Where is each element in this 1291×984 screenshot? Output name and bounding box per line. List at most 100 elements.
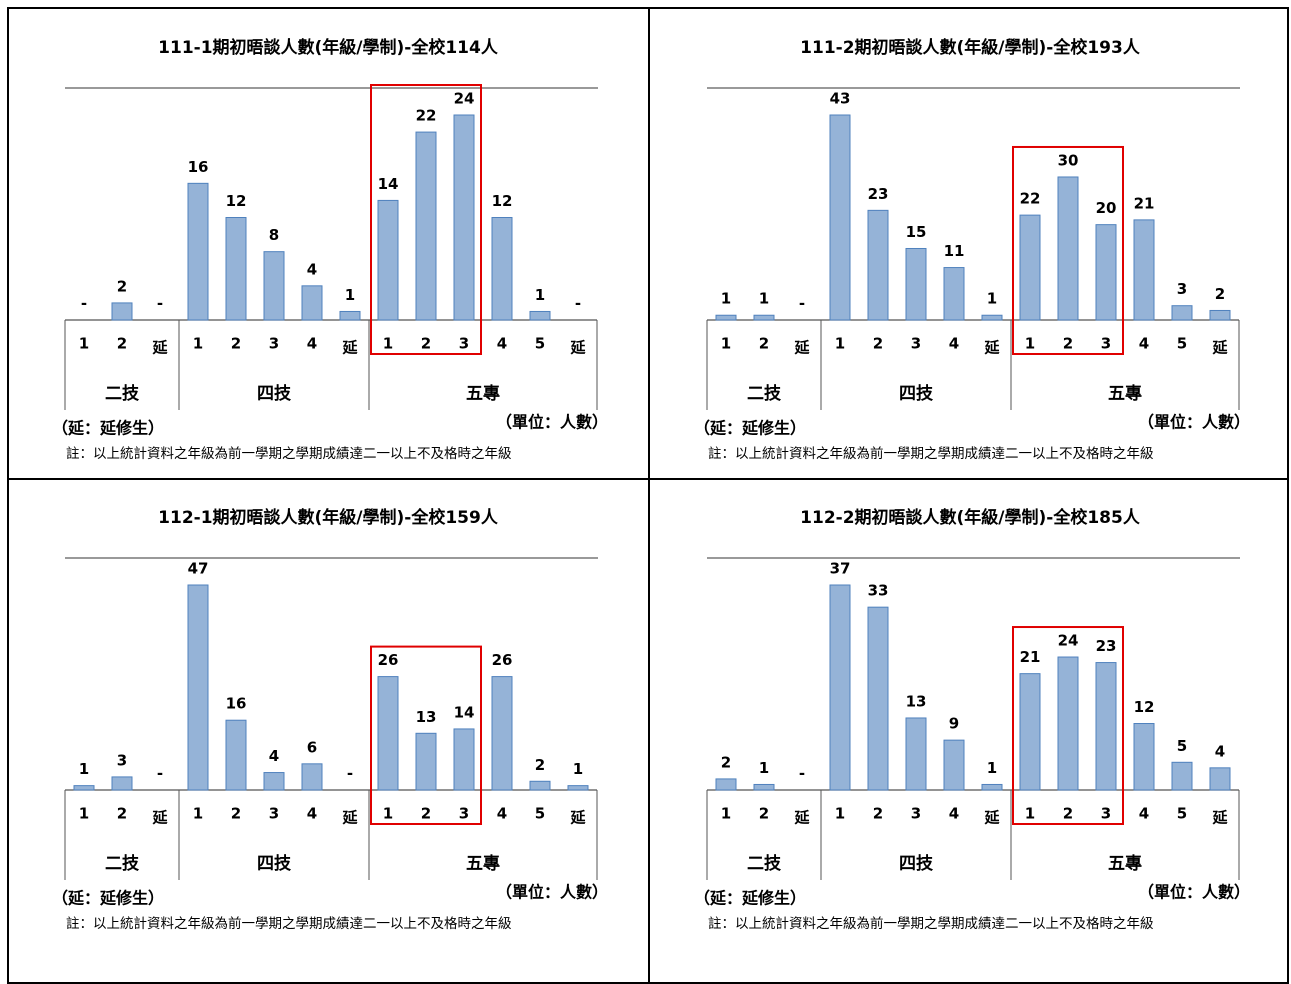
x-tick-label: 2 xyxy=(231,805,241,823)
value-label: 2 xyxy=(535,756,545,774)
value-label: 13 xyxy=(906,692,927,710)
x-tick-label: 1 xyxy=(835,805,845,823)
value-label: 15 xyxy=(906,223,927,241)
x-tick-label: 3 xyxy=(1101,335,1111,353)
x-tick-label: 4 xyxy=(497,805,507,823)
group-label: 五專 xyxy=(1108,384,1142,404)
x-tick-label: 2 xyxy=(231,335,241,353)
bar xyxy=(453,728,475,791)
note-right: （單位：人數） xyxy=(1138,413,1250,432)
bar xyxy=(491,676,513,791)
bar xyxy=(529,310,551,321)
x-tick-label: 延 xyxy=(1211,809,1228,827)
x-tick-label: 4 xyxy=(949,805,959,823)
bar xyxy=(1171,761,1193,791)
value-label: 24 xyxy=(1058,632,1079,650)
value-label: 22 xyxy=(416,107,437,125)
bar xyxy=(415,732,437,791)
x-tick-label: 2 xyxy=(1063,335,1073,353)
bar xyxy=(905,247,927,321)
x-tick-label: 5 xyxy=(535,335,545,353)
value-label: 30 xyxy=(1058,151,1079,169)
x-tick-label: 3 xyxy=(459,335,469,353)
value-label: 14 xyxy=(454,703,475,721)
x-tick-label: 5 xyxy=(1177,805,1187,823)
x-tick-label: 2 xyxy=(117,335,127,353)
bar xyxy=(1133,723,1155,791)
x-tick-label: 2 xyxy=(421,335,431,353)
value-label: 12 xyxy=(1134,698,1155,716)
highlight-box xyxy=(370,84,482,355)
x-tick-label: 2 xyxy=(421,805,431,823)
value-label: 4 xyxy=(307,260,317,278)
value-label: 1 xyxy=(721,290,731,308)
value-label: - xyxy=(347,765,353,783)
bar xyxy=(225,217,247,321)
value-label: 21 xyxy=(1134,194,1155,212)
bar xyxy=(415,131,437,321)
note-left: （延：延修生） xyxy=(52,419,164,438)
x-tick-label: 2 xyxy=(759,805,769,823)
bar xyxy=(225,719,247,791)
value-label: 33 xyxy=(868,582,889,600)
bar xyxy=(715,314,737,321)
x-tick-label: 4 xyxy=(497,335,507,353)
value-label: 26 xyxy=(492,651,513,669)
value-label: 23 xyxy=(868,185,889,203)
value-label: 2 xyxy=(1215,285,1225,303)
x-tick-label: 延 xyxy=(569,809,586,827)
bar xyxy=(301,763,323,791)
note-left: （延：延修生） xyxy=(52,889,164,908)
chart-title: 111-1期初晤談人數(年級/學制)-全校114人 xyxy=(158,37,499,58)
bar xyxy=(1057,176,1079,321)
x-tick-label: 1 xyxy=(1025,805,1035,823)
x-tick-label: 1 xyxy=(79,335,89,353)
group-label: 五專 xyxy=(1108,854,1142,874)
note-left: （延：延修生） xyxy=(694,419,806,438)
x-tick-label: 1 xyxy=(1025,335,1035,353)
bar xyxy=(943,739,965,791)
footnote: 註：以上統計資料之年級為前一學期之學期成績達二一以上不及格時之年級 xyxy=(66,445,512,462)
bar xyxy=(753,783,775,791)
chart-title: 112-2期初晤談人數(年級/學制)-全校185人 xyxy=(800,507,1141,528)
x-tick-label: 1 xyxy=(193,805,203,823)
value-label: 12 xyxy=(226,192,247,210)
value-label: - xyxy=(799,295,805,313)
x-tick-label: 延 xyxy=(151,809,168,827)
group-label: 四技 xyxy=(257,383,292,404)
value-label: 4 xyxy=(269,747,279,765)
x-tick-label: 4 xyxy=(1139,805,1149,823)
x-tick-label: 3 xyxy=(269,335,279,353)
value-label: 21 xyxy=(1020,648,1041,666)
value-label: 12 xyxy=(492,192,513,210)
bar xyxy=(867,209,889,321)
value-label: 6 xyxy=(307,738,317,756)
footnote: 註：以上統計資料之年級為前一學期之學期成績達二一以上不及格時之年級 xyxy=(708,445,1154,462)
value-label: 3 xyxy=(117,751,127,769)
footnote: 註：以上統計資料之年級為前一學期之學期成績達二一以上不及格時之年級 xyxy=(66,915,512,932)
x-tick-label: 4 xyxy=(1139,335,1149,353)
value-label: 24 xyxy=(454,90,475,108)
value-label: 1 xyxy=(345,286,355,304)
value-label: 37 xyxy=(830,560,851,578)
bar xyxy=(981,314,1003,321)
bar xyxy=(1171,305,1193,321)
value-label: 47 xyxy=(188,560,209,578)
x-tick-label: 2 xyxy=(759,335,769,353)
value-label: 1 xyxy=(79,760,89,778)
bar xyxy=(753,314,775,321)
group-label: 四技 xyxy=(257,853,292,874)
bar xyxy=(829,584,851,791)
bar xyxy=(1019,214,1041,321)
bar xyxy=(1209,767,1231,791)
bar xyxy=(1095,224,1117,321)
group-label: 五專 xyxy=(466,384,500,404)
note-right: （單位：人數） xyxy=(496,413,608,432)
value-label: 13 xyxy=(416,708,437,726)
value-label: 9 xyxy=(949,715,959,733)
x-tick-label: 3 xyxy=(459,805,469,823)
bar xyxy=(263,251,285,321)
value-label: 1 xyxy=(535,286,545,304)
value-label: 26 xyxy=(378,651,399,669)
